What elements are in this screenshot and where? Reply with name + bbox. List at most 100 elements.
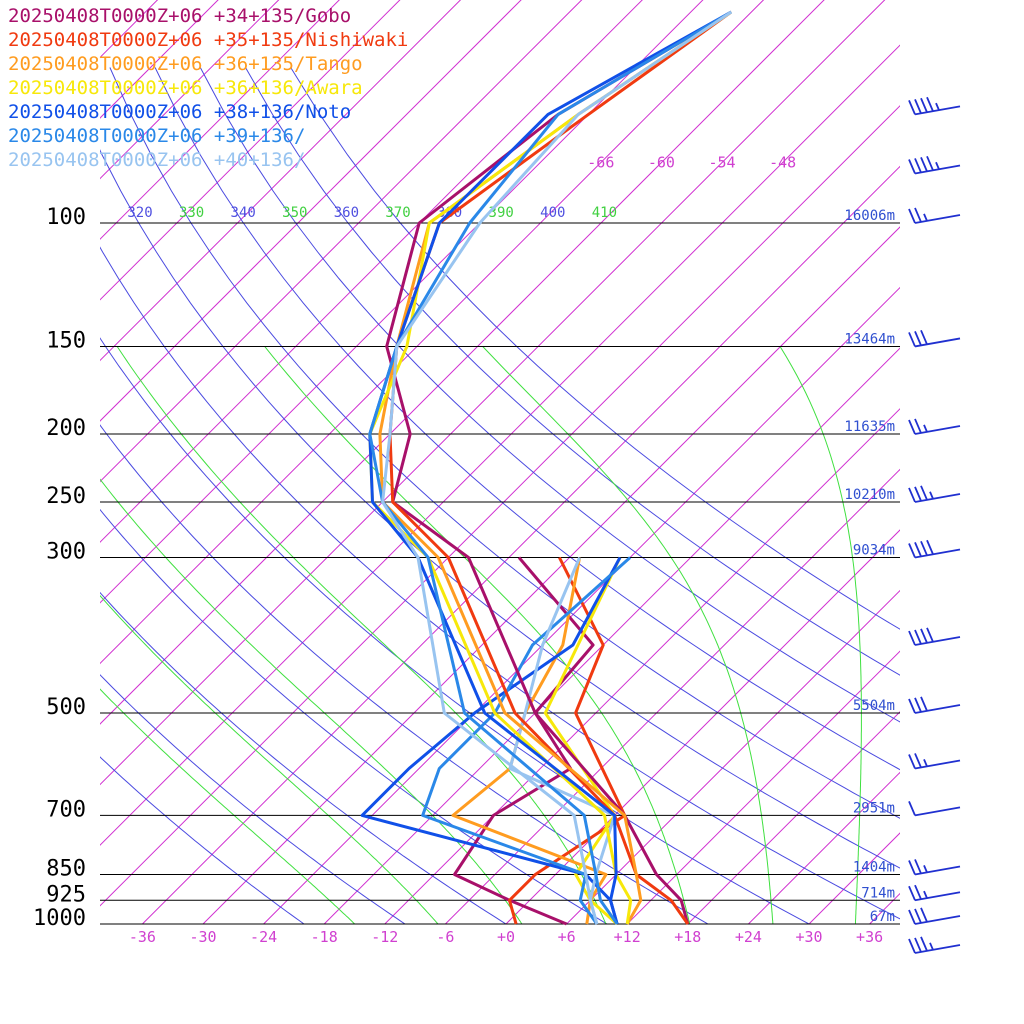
isotherm-line	[100, 0, 340, 240]
temperature-line	[385, 10, 732, 925]
height-labels: 16006m 13464m 11635m 10210m 9034m 5504m 2951m 1…	[844, 208, 895, 925]
temperature-tick-labels: -36 -30 -24 -18 -12 -6 +0 +6 +12 +18 +24 +30 +36	[129, 928, 883, 946]
legend-item: 20250408T0000Z+06 +36+135/Tango	[8, 53, 363, 75]
theta-label: 350	[282, 205, 307, 221]
height-label: 5504m	[853, 698, 895, 714]
wind-barb-staff	[914, 337, 961, 348]
height-label: 9034m	[853, 542, 895, 558]
wind-barb	[908, 627, 961, 646]
legend: 20250408T0000Z+06 +34+135/Gobo 20250408T0…	[8, 4, 408, 172]
wind-barb	[908, 418, 961, 435]
wind-barb-staff	[914, 548, 961, 559]
wind-barb-half-flag	[923, 758, 928, 767]
wind-barb	[908, 155, 961, 175]
wind-barb-staff	[914, 425, 961, 435]
dry-adiabat-line	[100, 424, 710, 924]
dewpoint-line	[451, 557, 608, 925]
wind-barb-half-flag	[923, 213, 928, 222]
isotherm-line	[100, 0, 522, 422]
upper-temperature-labels: -66 -60 -54 -48	[587, 154, 796, 172]
isobar-lines	[100, 222, 900, 925]
wind-barb-flag	[908, 487, 916, 503]
wind-barb-flag	[914, 629, 922, 645]
wind-barbs	[908, 96, 961, 954]
wind-barb-flag	[908, 698, 916, 714]
legend-item: 20250408T0000Z+06 +40+136/	[8, 149, 306, 171]
pressure-label: 250	[46, 484, 86, 509]
wind-barb	[908, 936, 961, 954]
wind-barb-flag	[920, 628, 928, 644]
wind-barb-flag	[920, 907, 928, 923]
dry-adiabat-line	[100, 756, 305, 924]
dry-adiabat-line	[154, 67, 900, 771]
wind-barb-flag	[920, 485, 928, 501]
temperature-tick-label: -12	[371, 928, 398, 946]
temperature-tick-label: +24	[735, 928, 762, 946]
theta-label: 340	[231, 205, 256, 221]
temperature-line	[368, 10, 732, 925]
wind-barb-flag	[908, 938, 916, 954]
legend-item: 20250408T0000Z+06 +39+136/	[8, 125, 306, 147]
wind-barb-half-flag	[929, 491, 934, 500]
wind-barb-staff	[914, 915, 961, 925]
isotherm-line	[100, 0, 401, 301]
height-label: 10210m	[844, 487, 895, 503]
pressure-label: 200	[46, 416, 86, 441]
upper-temperature-label: -66	[587, 154, 614, 172]
theta-label: 400	[540, 205, 565, 221]
wind-barb-flag	[914, 418, 922, 434]
theta-label: 360	[334, 205, 359, 221]
wind-barb-staff	[914, 164, 961, 175]
isotherm-line	[687, 711, 900, 924]
wind-barb-flag	[908, 159, 916, 174]
wind-barb-flag	[920, 936, 928, 952]
isotherm-line	[100, 0, 280, 180]
isotherm-line	[445, 468, 900, 924]
dry-adiabat-line	[100, 591, 507, 924]
dry-adiabat-line	[100, 674, 406, 924]
temperature-tick-label: +18	[674, 928, 701, 946]
isotherm-line	[566, 589, 900, 924]
wind-barb-staff	[914, 806, 961, 817]
wind-barb-flag	[914, 697, 922, 713]
pressure-label: 925	[46, 882, 86, 907]
wind-barb-flag	[914, 753, 922, 768]
temperature-tick-label: +30	[795, 928, 822, 946]
temperature-tick-label: +0	[497, 928, 515, 946]
wind-barb	[908, 539, 961, 559]
temperature-tick-label: -36	[129, 928, 156, 946]
dry-adiabat-line	[199, 67, 900, 723]
theta-label: 320	[127, 205, 152, 221]
pressure-label: 500	[46, 695, 86, 720]
dry-adiabat-lines	[100, 67, 900, 924]
wind-barb-staff	[914, 704, 961, 714]
wind-barb-flag	[914, 98, 922, 114]
wind-barb	[908, 485, 961, 503]
wind-barb-flag	[914, 884, 922, 900]
moist-adiabat-line	[779, 346, 862, 924]
isotherm-line	[505, 529, 900, 924]
upper-temperature-label: -60	[648, 154, 675, 172]
pressure-label: 1000	[33, 906, 86, 931]
wind-barb	[908, 207, 961, 224]
wind-barb-flag	[914, 158, 922, 173]
height-label: 714m	[861, 885, 895, 901]
temperature-line	[388, 10, 733, 925]
temperature-tick-label: -30	[189, 928, 216, 946]
isotherm-line	[626, 650, 900, 924]
pressure-label: 850	[46, 857, 86, 882]
wind-barb	[908, 801, 961, 817]
wind-barb	[908, 859, 961, 876]
temperature-tick-label: +6	[558, 928, 576, 946]
wind-barb-flag	[908, 208, 916, 224]
temperature-line	[381, 10, 733, 925]
pressure-label: 700	[46, 797, 86, 822]
dewpoint-line	[421, 556, 632, 925]
wind-barb-flag	[908, 419, 916, 435]
wind-barb-flag	[926, 627, 934, 643]
isotherm-line	[100, 0, 462, 362]
wind-barb	[908, 753, 961, 770]
wind-barb-flag	[914, 859, 922, 874]
wind-barb-flag	[914, 542, 922, 557]
